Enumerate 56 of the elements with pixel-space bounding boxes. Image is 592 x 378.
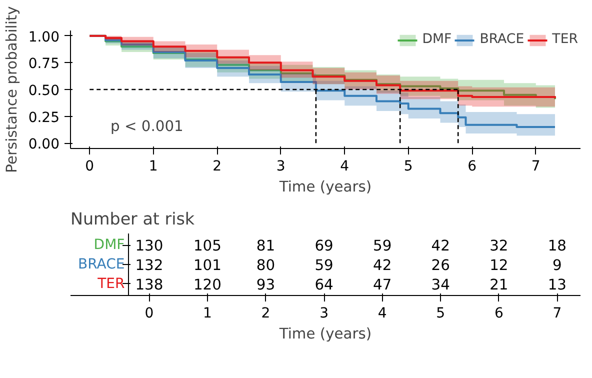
x-tick-label: 3	[276, 158, 286, 174]
x-tick-label: 1	[203, 306, 212, 322]
x-tick-label: 5	[404, 158, 413, 174]
chart-title: Number at risk	[70, 210, 195, 228]
x-tick-label: 4	[378, 306, 387, 322]
y-tick-label: DMF	[94, 237, 125, 254]
data-label: 80	[256, 257, 276, 274]
data-label: 12	[490, 257, 508, 274]
data-label: 130	[135, 238, 164, 255]
y-axis-title: Persistance probability	[3, 6, 20, 173]
data-label: 32	[490, 238, 508, 255]
x-axis-title: Time (years)	[278, 178, 372, 196]
x-tick-label: 2	[261, 306, 270, 322]
data-label: 9	[552, 257, 562, 274]
x-tick-label: 7	[531, 158, 540, 174]
x-tick-label: 6	[494, 306, 504, 322]
y-tick-label: 0.50	[28, 83, 60, 99]
data-label: 101	[193, 257, 222, 274]
y-tick-label: 0.00	[28, 136, 60, 153]
x-tick-label: 0	[144, 306, 154, 322]
legend-label: DMF	[422, 32, 452, 47]
data-label: 47	[373, 276, 392, 294]
data-label: 21	[490, 276, 508, 294]
data-label: 59	[373, 238, 392, 255]
data-label: 42	[373, 257, 392, 274]
data-label: 64	[314, 276, 334, 294]
x-tick-label: 3	[320, 306, 329, 322]
y-tick-label: 0.25	[28, 110, 60, 126]
x-tick-label: 2	[212, 158, 222, 174]
data-label: 13	[548, 276, 567, 294]
legend-label: BRACE	[480, 32, 524, 47]
data-label: 59	[314, 257, 334, 274]
y-tick-label: 0.75	[28, 56, 60, 72]
data-label: 18	[548, 238, 567, 255]
x-tick-label: 4	[340, 158, 350, 174]
legend-label: TER	[552, 32, 578, 47]
y-tick-label: TER	[96, 276, 125, 292]
x-axis-title: Time (years)	[278, 326, 372, 342]
data-label: 81	[256, 238, 276, 255]
data-label: 120	[193, 276, 222, 294]
y-tick-label: BRACE	[78, 256, 125, 272]
data-label: 34	[431, 276, 450, 294]
data-label: 138	[135, 276, 164, 294]
data-label: 69	[314, 238, 334, 255]
data-label: 93	[256, 276, 276, 294]
data-label: 132	[135, 257, 164, 274]
x-tick-label: 7	[552, 306, 562, 322]
x-tick-label: 5	[436, 306, 446, 322]
x-tick-label: 6	[468, 158, 477, 174]
data-label: 26	[431, 257, 450, 274]
data-label: 105	[193, 238, 222, 255]
x-tick-label: 1	[148, 158, 158, 174]
x-tick-label: 0	[85, 158, 94, 174]
y-tick-label: 1.00	[28, 29, 60, 46]
annotation: p < 0.001	[110, 118, 184, 135]
data-label: 42	[431, 238, 450, 255]
